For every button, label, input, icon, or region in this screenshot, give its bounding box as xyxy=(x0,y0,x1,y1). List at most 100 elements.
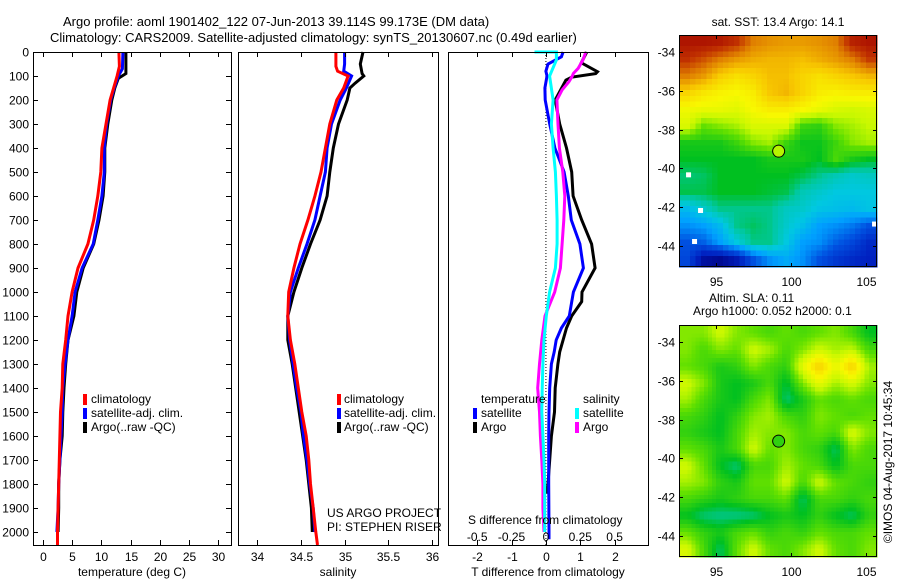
sst-cell xyxy=(871,156,878,163)
sst-cell xyxy=(844,184,851,191)
sst-cell xyxy=(690,51,697,58)
sst-cell xyxy=(827,68,834,75)
sst-cell xyxy=(745,195,752,202)
sla-cell xyxy=(757,424,763,430)
lat-tick-label: -44 xyxy=(658,530,676,544)
sla-cell xyxy=(868,416,874,421)
sla-cell xyxy=(848,528,853,533)
sst-cell xyxy=(789,139,796,147)
sst-cell xyxy=(816,211,823,218)
sla-cell xyxy=(844,432,849,438)
sla-cell xyxy=(728,416,734,421)
sla-cell xyxy=(868,523,874,529)
sst-cell xyxy=(756,189,763,196)
sst-cell xyxy=(833,206,840,213)
sla-cell xyxy=(852,387,857,392)
sla-cell xyxy=(703,366,709,372)
sla-cell xyxy=(839,345,845,351)
sst-cell xyxy=(745,134,752,141)
sla-cell xyxy=(790,391,796,397)
sla-cell xyxy=(815,515,820,521)
sst-cell xyxy=(849,62,856,69)
sla-cell xyxy=(691,378,697,384)
sla-cell xyxy=(683,362,688,368)
sla-cell xyxy=(740,457,746,463)
sst-cell xyxy=(734,250,741,257)
sst-cell xyxy=(827,195,834,202)
sla-cell xyxy=(786,503,791,508)
sla-cell xyxy=(794,370,800,376)
sst-cell xyxy=(712,90,719,97)
sst-cell xyxy=(712,200,719,207)
sla-cell xyxy=(699,482,705,488)
sla-cell xyxy=(745,407,750,413)
sst-cell xyxy=(855,239,862,246)
sst-cell xyxy=(860,79,867,86)
sla-cell xyxy=(773,416,779,421)
sst-cell xyxy=(679,84,686,91)
sla-cell xyxy=(749,378,754,384)
sla-cell xyxy=(740,416,746,421)
sla-cell xyxy=(691,486,697,492)
sla-cell xyxy=(695,325,701,330)
sst-cell xyxy=(679,222,686,229)
sst-cell xyxy=(855,228,862,235)
sst-cell xyxy=(794,73,801,80)
sla-cell xyxy=(753,523,758,529)
sla-cell xyxy=(740,482,746,488)
sst-cell xyxy=(695,233,702,240)
sla-cell xyxy=(798,345,804,351)
sla-cell xyxy=(856,436,862,442)
sst-cell xyxy=(772,57,779,64)
sst-cell xyxy=(855,101,862,108)
sla-cell xyxy=(806,441,812,446)
sla-cell xyxy=(716,465,721,471)
sla-cell xyxy=(827,358,833,363)
sst-cell xyxy=(778,222,785,229)
sst-cell xyxy=(783,134,790,141)
sla-cell xyxy=(815,457,820,463)
sla-cell xyxy=(757,432,763,438)
sla-cell xyxy=(831,507,837,513)
sla-cell xyxy=(786,391,791,397)
sst-cell xyxy=(816,206,823,213)
sst-cell xyxy=(695,211,702,218)
sla-cell xyxy=(703,536,709,542)
sla-cell xyxy=(769,503,775,508)
sla-cell xyxy=(724,407,730,413)
sla-cell xyxy=(790,482,796,488)
sla-cell xyxy=(868,333,874,339)
sla-cell xyxy=(683,523,688,529)
sla-cell xyxy=(864,329,870,334)
sla-cell xyxy=(815,528,820,533)
sla-cell xyxy=(778,329,783,334)
sst-cell xyxy=(728,244,735,252)
sla-cell xyxy=(749,528,754,533)
sst-cell xyxy=(690,145,697,152)
sla-cell xyxy=(811,399,816,405)
sla-cell xyxy=(728,515,734,521)
sst-cell xyxy=(860,228,867,235)
sst-cell xyxy=(794,145,801,152)
sst-cell xyxy=(690,200,697,207)
sla-cell xyxy=(844,445,849,450)
difference-profile-lines xyxy=(534,50,600,545)
sst-cell xyxy=(717,40,724,47)
sla-cell xyxy=(695,416,701,421)
sla-cell xyxy=(827,449,833,455)
sst-cell xyxy=(695,139,702,147)
sst-cell xyxy=(866,211,873,218)
sst-cell xyxy=(816,217,823,224)
sla-cell xyxy=(732,441,738,446)
sla-cell xyxy=(724,478,730,484)
sla-cell xyxy=(860,436,866,442)
sla-cell xyxy=(778,474,783,479)
sst-cell xyxy=(723,228,730,235)
sst-cell xyxy=(734,139,741,147)
sst-cell xyxy=(822,178,829,185)
sst-cell xyxy=(860,134,867,141)
sla-cell xyxy=(687,523,692,529)
sla-cell xyxy=(773,532,779,537)
sst-cell xyxy=(849,228,856,235)
sla-cell xyxy=(844,499,849,504)
